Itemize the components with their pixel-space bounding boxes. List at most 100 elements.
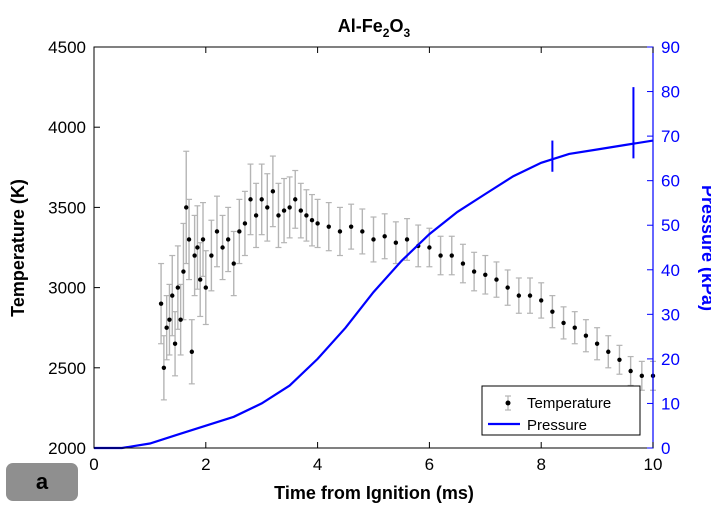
legend: Temperature Pressure [481, 385, 641, 436]
temperature-point [471, 269, 477, 274]
left-tick-label: 3500 [48, 198, 86, 217]
left-axis-ticks: 2000 2500 3000 3500 4000 4500 [48, 38, 100, 458]
temperature-point [293, 197, 298, 202]
x-tick-label: 6 [425, 455, 434, 474]
temperature-point [281, 208, 287, 213]
x-axis-label: Time from Ignition (ms) [274, 483, 474, 503]
temperature-point [172, 341, 178, 346]
pressure-spikes [551, 87, 635, 172]
temperature-error-bars [158, 150, 656, 401]
temperature-point [189, 349, 195, 354]
temperature-point [449, 253, 454, 258]
temperature-point [175, 285, 181, 290]
left-tick-label: 4500 [48, 38, 86, 57]
right-tick-label: 20 [661, 350, 680, 369]
temperature-point [539, 298, 544, 303]
temperature-point [460, 261, 466, 266]
temperature-point [184, 205, 189, 210]
temperature-point [265, 205, 270, 210]
temperature-point [516, 293, 522, 298]
temperature-point [270, 189, 276, 194]
x-tick-label: 2 [201, 455, 210, 474]
legend-temperature-label: Temperature [527, 395, 611, 412]
temperature-point [438, 253, 443, 258]
temperature-point [483, 272, 488, 277]
temperature-point [186, 237, 192, 242]
temperature-point [161, 365, 167, 370]
panel-label-badge: a [6, 463, 78, 501]
temperature-point [304, 213, 309, 218]
right-tick-label: 0 [661, 439, 670, 458]
temperature-point [178, 317, 183, 322]
temperature-series [158, 189, 656, 379]
temperature-point [404, 237, 410, 242]
left-tick-label: 2500 [48, 359, 86, 378]
temperature-point [594, 341, 600, 346]
temperature-point [494, 277, 499, 282]
right-tick-label: 40 [661, 261, 680, 280]
temperature-point [298, 208, 304, 213]
x-tick-label: 4 [313, 455, 322, 474]
temperature-point [583, 333, 589, 338]
temperature-point [203, 285, 208, 290]
chart-title: Al-Fe2O3 [338, 16, 411, 40]
temperature-point [572, 325, 577, 330]
temperature-point [348, 224, 354, 229]
temperature-point [231, 261, 236, 266]
temperature-point [200, 237, 206, 242]
left-tick-label: 4000 [48, 118, 86, 137]
temperature-point [209, 253, 214, 258]
right-tick-label: 30 [661, 305, 680, 324]
right-axis-label: Pressure (kPa) [698, 185, 711, 311]
temperature-point [287, 205, 292, 210]
temperature-point [195, 245, 200, 250]
temperature-point [639, 373, 645, 379]
temperature-point [561, 320, 566, 326]
right-tick-label: 50 [661, 216, 680, 235]
temperature-point [527, 293, 533, 298]
left-tick-label: 3000 [48, 279, 86, 298]
temperature-point [192, 253, 197, 258]
right-tick-label: 70 [661, 127, 680, 146]
temperature-point [606, 349, 611, 354]
temperature-point [326, 224, 331, 229]
right-tick-label: 90 [661, 38, 680, 57]
right-axis-ticks: 0 10 20 30 40 50 60 70 80 90 [647, 38, 680, 458]
left-axis-label: Temperature (K) [8, 179, 28, 317]
temperature-point [242, 221, 248, 226]
temperature-point [309, 218, 315, 223]
x-axis-ticks: 0 2 4 6 8 10 [89, 47, 662, 474]
temperature-point [214, 229, 220, 234]
temperature-point [550, 309, 555, 314]
temperature-point [253, 213, 259, 218]
temperature-point [427, 245, 432, 250]
x-tick-label: 0 [89, 455, 98, 474]
legend-temperature-marker [505, 400, 511, 406]
temperature-point [170, 293, 175, 298]
right-tick-label: 10 [661, 394, 680, 413]
right-tick-label: 80 [661, 83, 680, 102]
temperature-point [259, 197, 264, 202]
pressure-series-line [94, 139, 654, 450]
temperature-point [181, 269, 186, 274]
temperature-point [164, 325, 169, 330]
temperature-point [225, 237, 231, 242]
temperature-point [158, 301, 164, 306]
temperature-point [198, 277, 203, 282]
temperature-point [237, 229, 242, 234]
temperature-point [220, 245, 225, 250]
temperature-point [337, 229, 343, 234]
right-tick-label: 60 [661, 172, 680, 191]
temperature-point [617, 357, 622, 362]
temperature-point [315, 221, 320, 226]
left-tick-label: 2000 [48, 439, 86, 458]
temperature-point [276, 213, 281, 218]
temperature-point [505, 285, 510, 290]
temperature-point [382, 234, 387, 239]
x-tick-label: 8 [536, 455, 545, 474]
temperature-point [628, 368, 633, 374]
x-tick-label: 10 [644, 455, 663, 474]
legend-pressure-label: Pressure [527, 417, 587, 434]
temperature-point [393, 240, 399, 245]
temperature-point [248, 197, 253, 202]
